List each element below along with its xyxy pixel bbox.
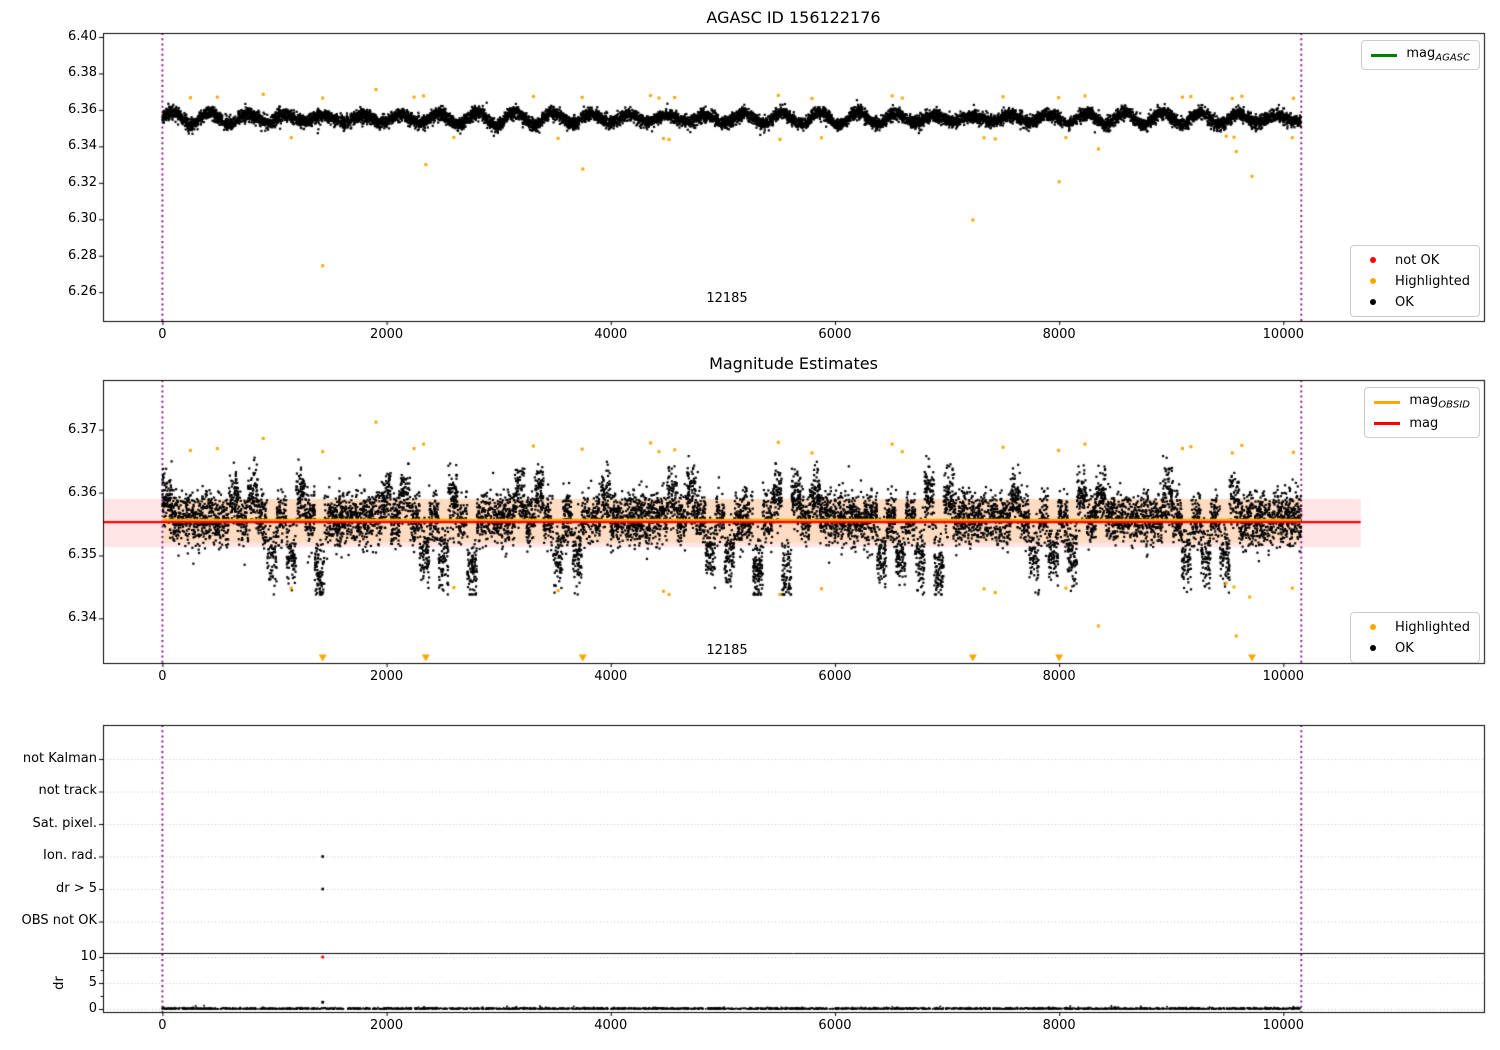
legend-item-label: Highlighted	[1395, 619, 1470, 635]
legend-item-label: OK	[1395, 294, 1414, 310]
legend-item-label: magOBSID	[1409, 393, 1470, 411]
flag-label-sat-pixel: Sat. pixel.	[32, 816, 97, 831]
legend-item-label: Highlighted	[1395, 273, 1470, 289]
x-tick-label: 6000	[818, 1018, 852, 1033]
legend-line-swatch-icon	[1374, 421, 1401, 425]
legend-item-mag: mag	[1374, 414, 1470, 432]
legend-flags-top: not OK Highlighted OK	[1350, 245, 1480, 317]
x-tick-label: 2000	[370, 669, 404, 684]
legend-item-highlighted: Highlighted	[1360, 272, 1470, 290]
legend-item-mag: magOBSID	[1374, 393, 1470, 411]
legend-dot-swatch-icon	[1360, 624, 1386, 630]
legend-dot-swatch-icon	[1360, 278, 1386, 284]
x-tick-label: 2000	[370, 1018, 404, 1033]
legend-dot-swatch-icon	[1360, 257, 1386, 263]
flag-label-not-track: not track	[38, 783, 97, 798]
legend-item-ok: OK	[1360, 293, 1470, 311]
legend-item-label: OK	[1395, 640, 1414, 656]
x-tick-label: 6000	[818, 327, 852, 342]
dr-axis-label: dr	[52, 976, 67, 990]
x-tick-label: 0	[158, 669, 167, 684]
x-tick-label: 10000	[1262, 1018, 1305, 1033]
legend-mag-agasc: magAGASC	[1361, 40, 1480, 70]
legend-mag-lines: magOBSID mag	[1364, 387, 1480, 438]
x-tick-label: 8000	[1042, 1018, 1076, 1033]
dr-tick-5: 5	[88, 975, 97, 990]
y-tick-label: 6.38	[68, 65, 97, 81]
flag-label-obs-not-ok: OBS not OK	[21, 913, 98, 928]
y-tick-label: 6.34	[68, 138, 97, 154]
legend-dot-swatch-icon	[1360, 299, 1386, 305]
dr-tick-0: 0	[88, 1001, 97, 1016]
legend-item-not-ok: not OK	[1360, 251, 1470, 269]
legend-item-mag: magAGASC	[1371, 46, 1470, 64]
y-tick-label: 6.35	[68, 547, 97, 563]
x-tick-label: 4000	[594, 669, 628, 684]
x-tick-label: 10000	[1262, 669, 1305, 684]
chart1-title: AGASC ID 156122176	[706, 8, 881, 27]
y-tick-label: 6.28	[68, 247, 97, 263]
x-tick-label: 8000	[1042, 327, 1076, 342]
x-tick-label: 4000	[594, 327, 628, 342]
x-tick-label: 4000	[594, 1018, 628, 1033]
dr-tick-10: 10	[80, 949, 97, 964]
legend-line-swatch-icon	[1374, 400, 1401, 404]
obsid-annotation-middle: 12185	[706, 643, 748, 658]
y-tick-label: 6.32	[68, 174, 97, 190]
x-tick-label: 8000	[1042, 669, 1076, 684]
x-tick-label: 10000	[1262, 327, 1305, 342]
y-tick-label: 6.34	[68, 610, 97, 626]
chart2-title: Magnitude Estimates	[709, 354, 878, 373]
x-tick-label: 0	[158, 1018, 167, 1033]
y-tick-label: 6.30	[68, 211, 97, 227]
legend-item-label: mag	[1409, 415, 1439, 431]
y-tick-label: 6.36	[68, 484, 97, 500]
legend-item-highlighted: Highlighted	[1360, 618, 1470, 636]
x-tick-label: 0	[158, 327, 167, 342]
obsid-annotation-top: 12185	[706, 291, 748, 306]
x-tick-label: 2000	[370, 327, 404, 342]
y-tick-label: 6.36	[68, 101, 97, 117]
flag-label-ion-rad: Ion. rad.	[43, 848, 97, 863]
legend-item-label: not OK	[1395, 252, 1440, 268]
legend-line-swatch-icon	[1371, 53, 1398, 57]
y-tick-label: 6.26	[68, 284, 97, 300]
y-tick-label: 6.40	[68, 29, 97, 44]
flag-label-not-kalman: not Kalman	[22, 751, 97, 766]
legend-item-label: magAGASC	[1406, 46, 1470, 64]
flag-label-dr-gt-5: dr > 5	[55, 881, 97, 896]
legend-item-ok: OK	[1360, 639, 1470, 657]
y-tick-label: 6.37	[68, 421, 97, 437]
legend-flags-mid: Highlighted OK	[1350, 612, 1480, 663]
x-tick-label: 6000	[818, 669, 852, 684]
legend-dot-swatch-icon	[1360, 645, 1386, 651]
